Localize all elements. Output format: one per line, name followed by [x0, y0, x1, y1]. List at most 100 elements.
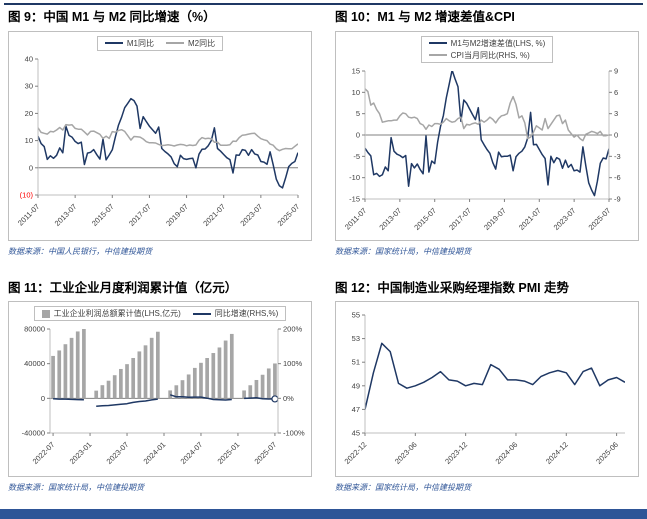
- figure-11-legend: 工业企业利润总额累计值(LHS,亿元) 同比增速(RHS,%): [33, 306, 287, 322]
- x-axis-label: 2025-07: [587, 206, 613, 232]
- right-axis-label: 9: [614, 66, 618, 75]
- right-axis-label: -100%: [283, 429, 305, 438]
- x-axis-label: 2017-07: [127, 202, 153, 228]
- left-axis-label: 20: [25, 109, 33, 118]
- legend-item: M1同比: [104, 38, 154, 49]
- right-axis-label: -6: [614, 173, 621, 182]
- left-axis-label: 51: [352, 358, 360, 367]
- x-axis-label: 2025-07: [253, 440, 279, 466]
- profit-bar: [199, 363, 203, 399]
- left-axis-label: 15: [352, 66, 360, 75]
- last-point-marker: [271, 395, 279, 403]
- right-axis-label: 0%: [283, 394, 294, 403]
- profit-bar: [192, 368, 197, 399]
- right-axis-label: -9: [614, 194, 621, 203]
- left-axis-label: (10): [20, 190, 34, 199]
- profit-bar: [149, 338, 154, 399]
- m1m2-spread-cpi-line-chart: 15 10 5 0 -5 -10 -15 9 6 3 0 -3 -6 -9 2011-07 2013-07 20…: [343, 66, 621, 232]
- figure-9-legend: M1同比 M2同比: [96, 35, 224, 51]
- profit-bar: [242, 390, 246, 399]
- legend-item: M2同比: [166, 38, 215, 49]
- legend-line-swatch: [104, 42, 123, 45]
- profit-bar: [223, 340, 228, 399]
- x-axis-label: 2024-06: [494, 440, 520, 466]
- m1-m2-yoy-line-chart: 40 30 20 10 0 (10) 2011-07 2013-07 2015-07 2017-0…: [16, 54, 301, 228]
- left-axis-label: 40: [25, 54, 33, 63]
- profit-bar: [131, 358, 136, 399]
- legend-line-swatch: [166, 42, 184, 45]
- legend-label: M1同比: [126, 38, 154, 48]
- top-rule: [4, 3, 643, 5]
- left-axis-label: 0: [356, 130, 360, 139]
- x-axis-label: 2023-01: [68, 440, 94, 466]
- x-axis-label: 2011-07: [343, 206, 368, 231]
- x-axis-label: 2021-07: [201, 202, 227, 228]
- profit-bar: [119, 369, 123, 399]
- plot-area: [365, 342, 625, 410]
- profit-bar: [125, 364, 129, 399]
- x-axis-label: 2011-07: [16, 202, 41, 227]
- left-axis-label: -15: [349, 194, 360, 203]
- left-axis-label: 10: [25, 136, 33, 145]
- x-axis-label: 2024-01: [142, 440, 168, 466]
- profit-bar: [168, 390, 173, 399]
- series-line: [365, 87, 609, 142]
- left-axis-label: -40000: [22, 429, 45, 438]
- profit-bar: [63, 344, 68, 399]
- figure-12-title: 图 12：中国制造业采购经理指数 PMI 走势: [335, 280, 570, 295]
- profit-bar: [143, 345, 148, 399]
- legend-label: CPI当月同比(RHS, %): [450, 50, 530, 60]
- plot-area: [51, 329, 277, 408]
- left-axis-label: 49: [352, 382, 360, 391]
- x-axis-label: 2021-07: [517, 206, 543, 232]
- profit-bar: [112, 375, 117, 399]
- legend-label: 工业企业利润总额累计值(LHS,亿元): [53, 309, 181, 319]
- profit-bar: [82, 329, 86, 399]
- series-line: [53, 394, 275, 408]
- figure-9-m1-m2-yoy: 图 9：中国 M1 与 M2 同比增速（%） M1同比 M2同比 40 30 20 10…: [8, 10, 312, 257]
- profit-bar: [205, 358, 209, 399]
- left-axis-label: 0: [41, 394, 45, 403]
- left-axis-label: 47: [352, 405, 360, 414]
- figure-12-chart-box: 55 53 51 49 47 45 2022-12 2023-06 2023-12 2024-06…: [335, 301, 639, 478]
- profit-bar: [106, 380, 111, 399]
- x-axis-label: 2019-07: [164, 202, 190, 228]
- left-axis-label: 5: [356, 109, 360, 118]
- figure-11-source: 数据来源：国家统计局，中信建投期货: [8, 483, 144, 493]
- profit-bar: [174, 385, 179, 399]
- footer-bar: [0, 509, 647, 519]
- profit-bar: [155, 331, 160, 399]
- x-axis-label: 2022-07: [31, 440, 57, 466]
- profit-bar: [100, 385, 105, 399]
- left-axis-label: 0: [29, 163, 33, 172]
- profit-bar: [94, 390, 99, 399]
- figure-10-source: 数据来源：国家统计局，中信建投期货: [335, 246, 471, 256]
- left-axis-label: 53: [352, 334, 360, 343]
- series-line: [38, 123, 298, 152]
- profit-bar: [51, 356, 55, 399]
- x-axis-label: 2015-07: [90, 202, 116, 228]
- profit-bar: [273, 363, 277, 399]
- legend-line-swatch: [192, 312, 211, 315]
- figure-10-legend: M1与M2增速差值(LHS, %) CPI当月同比(RHS, %): [420, 35, 554, 63]
- figure-10-title: 图 10：M1 与 M2 增速差值&CPI: [335, 10, 515, 24]
- figure-12-pmi: 图 12：中国制造业采购经理指数 PMI 走势 55 53 51 49 47 45 2022…: [335, 281, 639, 494]
- figure-9-chart-box: M1同比 M2同比 40 30 20 10 0 (10) 2011-07 2013-07 2015…: [8, 30, 312, 241]
- legend-line-swatch: [428, 42, 447, 45]
- left-axis-label: -10: [349, 173, 360, 182]
- profit-bar: [229, 334, 234, 399]
- figure-9-source: 数据来源：中国人民银行，中信建投期货: [8, 246, 152, 256]
- legend-label: M2同比: [188, 38, 216, 48]
- right-axis-label: 6: [614, 87, 618, 96]
- x-axis-label: 2019-07: [482, 206, 508, 232]
- x-axis-label: 2023-07: [552, 206, 578, 232]
- profit-bar: [260, 375, 265, 399]
- figure-10-chart-box: M1与M2增速差值(LHS, %) CPI当月同比(RHS, %) 15 10 5 0 -…: [335, 30, 639, 241]
- figure-11-industrial-profit: 图 11：工业企业月度利润累计值（亿元） 工业企业利润总额累计值(LHS,亿元)…: [8, 281, 312, 494]
- x-axis-label: 2023-07: [238, 202, 264, 228]
- legend-item: M1与M2增速差值(LHS, %): [428, 38, 545, 49]
- profit-bar: [69, 338, 74, 399]
- x-axis-label: 2023-12: [443, 440, 469, 466]
- legend-item: 同比增速(RHS,%): [192, 308, 278, 319]
- left-axis-label: 40000: [24, 359, 45, 368]
